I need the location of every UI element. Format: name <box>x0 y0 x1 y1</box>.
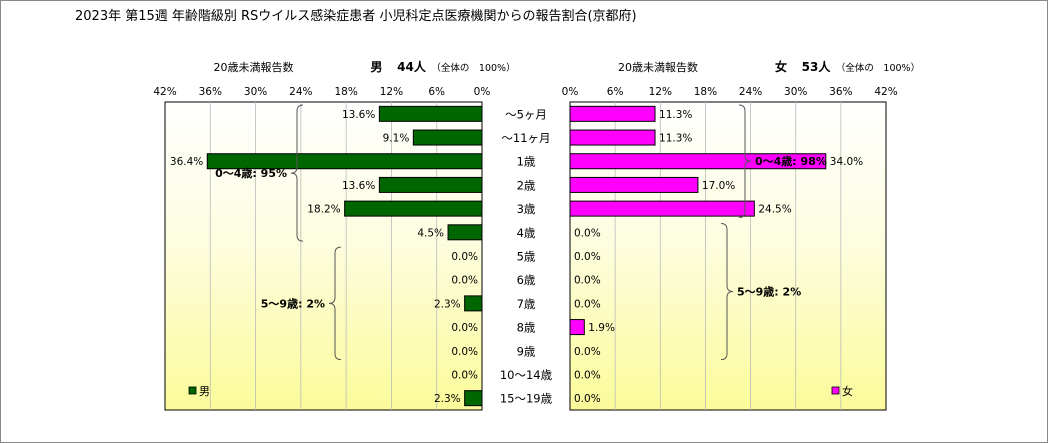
bar-male <box>206 153 483 170</box>
data-label-female: 11.3% <box>659 133 692 145</box>
data-label-female: 24.5% <box>758 204 791 216</box>
data-label-male: 13.6% <box>342 109 375 121</box>
category-label: 10～14歳 <box>500 368 553 382</box>
category-label: 5歳 <box>517 250 536 264</box>
x-tick-label-male: 6% <box>428 86 445 98</box>
series-header-note-male: （全体の 100%） <box>431 62 515 74</box>
data-label-female: 11.3% <box>659 109 692 121</box>
x-tick-label-female: 30% <box>784 86 807 98</box>
bar-male <box>344 200 483 217</box>
data-label-male: 13.6% <box>342 180 375 192</box>
x-tick-label-female: 0% <box>562 86 579 98</box>
data-label-female: 17.0% <box>702 180 735 192</box>
legend-label-female: 女 <box>842 384 853 398</box>
x-tick-label-female: 24% <box>739 86 762 98</box>
x-tick-label-female: 36% <box>829 86 852 98</box>
category-label: ～11ヶ月 <box>501 131 550 145</box>
category-label: 2歳 <box>517 178 536 192</box>
plot-area-female <box>569 101 887 411</box>
group-label-female: 0～4歳: 98% <box>755 154 827 168</box>
data-label-female: 0.0% <box>574 227 601 239</box>
x-tick-label-male: 24% <box>289 86 312 98</box>
series-header-count-female: 53人 <box>802 59 832 74</box>
chart-title: 2023年 第15週 年齢階級別 RSウイルス感染症患者 小児科定点医療機関から… <box>75 8 637 24</box>
data-label-female: 0.0% <box>574 251 601 263</box>
bar-male <box>378 176 483 193</box>
x-tick-label-male: 36% <box>199 86 222 98</box>
data-label-male: 2.3% <box>434 393 461 405</box>
group-label-male: 0～4歳: 95% <box>215 166 287 180</box>
x-tick-label-male: 42% <box>153 86 176 98</box>
x-tick-label-female: 18% <box>694 86 717 98</box>
x-tick-label-male: 12% <box>380 86 403 98</box>
bar-female <box>569 105 656 122</box>
category-label: 3歳 <box>517 202 536 216</box>
data-label-male: 0.0% <box>451 251 478 263</box>
bar-female <box>569 200 755 217</box>
legend-swatch-female <box>831 386 840 395</box>
series-header-label-male: 20歳未満報告数 <box>214 61 294 74</box>
category-label: 7歳 <box>517 297 536 311</box>
data-label-female: 0.0% <box>574 298 601 310</box>
group-brace-male <box>328 246 342 361</box>
category-label: 8歳 <box>517 321 536 335</box>
x-tick-label-female: 6% <box>607 86 624 98</box>
category-label: 6歳 <box>517 273 536 287</box>
group-brace-male <box>290 104 304 242</box>
series-header-sex-female: 女 <box>775 59 787 74</box>
data-label-male: 9.1% <box>383 133 410 145</box>
x-tick-label-male: 18% <box>334 86 357 98</box>
data-label-female: 1.9% <box>588 322 615 334</box>
group-label-female: 5～9歳: 2% <box>737 285 801 299</box>
data-label-male: 36.4% <box>170 156 203 168</box>
data-label-female: 0.0% <box>574 369 601 381</box>
series-header-count-male: 44人 <box>397 59 427 74</box>
group-brace-female <box>720 222 734 361</box>
data-label-male: 0.0% <box>451 369 478 381</box>
data-label-female: 0.0% <box>574 393 601 405</box>
bar-female <box>569 153 827 170</box>
data-label-male: 4.5% <box>417 227 444 239</box>
bar-female <box>569 129 656 146</box>
x-tick-label-female: 42% <box>874 86 897 98</box>
x-tick-label-female: 12% <box>649 86 672 98</box>
x-tick-label-male: 30% <box>244 86 267 98</box>
bar-male <box>378 105 483 122</box>
data-label-male: 18.2% <box>307 204 340 216</box>
data-label-male: 0.0% <box>451 346 478 358</box>
series-header-sex-male: 男 <box>370 60 382 74</box>
bar-male <box>412 129 483 146</box>
legend-label-male: 男 <box>199 385 210 398</box>
category-label: 4歳 <box>517 226 536 240</box>
series-header-note-female: （全体の 100%） <box>836 62 920 74</box>
legend-swatch-male <box>188 386 197 395</box>
series-header-label-female: 20歳未満報告数 <box>618 61 698 74</box>
bar-female <box>569 176 699 193</box>
data-label-female: 0.0% <box>574 275 601 287</box>
plot-area-male <box>164 101 483 411</box>
group-label-male: 5～9歳: 2% <box>261 296 325 310</box>
data-label-male: 0.0% <box>451 322 478 334</box>
category-label: ～5ヶ月 <box>505 107 547 121</box>
data-label-female: 0.0% <box>574 346 601 358</box>
category-label: 15～19歳 <box>500 392 553 406</box>
data-label-female: 34.0% <box>830 156 863 168</box>
bar-male <box>464 295 483 312</box>
category-label: 1歳 <box>517 155 536 169</box>
category-label: 9歳 <box>517 344 536 358</box>
bar-male <box>464 390 483 407</box>
bar-female <box>569 319 585 336</box>
x-tick-label-male: 0% <box>474 86 491 98</box>
data-label-male: 0.0% <box>451 275 478 287</box>
group-brace-female <box>738 104 752 218</box>
bar-male <box>447 224 483 241</box>
data-label-male: 2.3% <box>434 298 461 310</box>
